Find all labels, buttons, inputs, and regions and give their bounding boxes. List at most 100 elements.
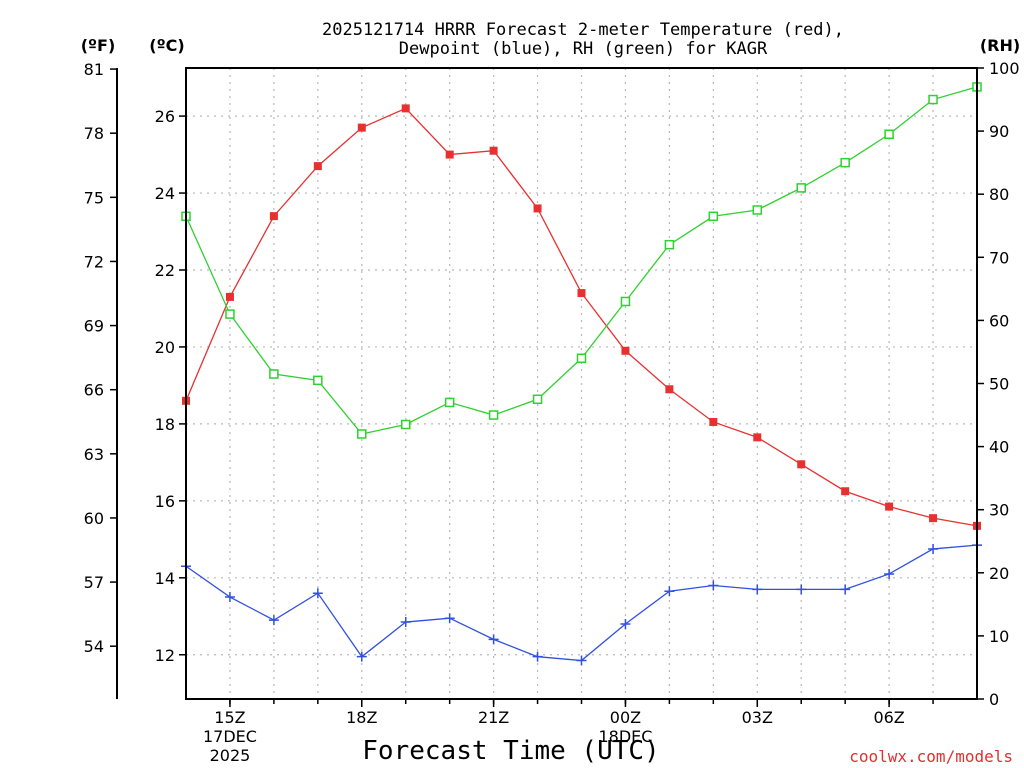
rh-point <box>225 309 235 319</box>
x-axis-label: Forecast Time (UTC) <box>362 736 659 766</box>
x-tick-year-label: 2025 <box>210 746 251 765</box>
rh-tick-label: 100 <box>989 59 1020 78</box>
2-meter-temperature-point <box>709 417 718 426</box>
x-tick-label: 18Z <box>346 708 377 727</box>
2-meter-temperature-point <box>225 292 234 301</box>
celsius-tick-label: 22 <box>155 261 175 280</box>
chart-title-line2: Dewpoint (blue), RH (green) for KAGR <box>399 39 768 59</box>
celsius-unit-label: (ºC) <box>149 36 184 55</box>
fahrenheit-tick-label: 78 <box>84 124 104 143</box>
fahrenheit-tick-label: 57 <box>84 573 104 592</box>
x-tick-label: 03Z <box>742 708 773 727</box>
x-tick-label: 00Z <box>610 708 641 727</box>
chart-title-line1: 2025121714 HRRR Forecast 2-meter Tempera… <box>322 20 844 40</box>
2-meter-temperature-point <box>753 433 762 442</box>
dewpoint-point <box>884 568 895 579</box>
rh-point <box>444 397 455 408</box>
dewpoint-point <box>488 634 499 645</box>
rh-tick-label: 20 <box>989 564 1009 583</box>
dewpoint-point <box>796 584 807 595</box>
2-meter-temperature-point <box>313 162 322 171</box>
fahrenheit-tick-label: 81 <box>84 60 104 79</box>
x-tick-date-label: 17DEC <box>203 727 257 746</box>
rh-point <box>269 369 279 379</box>
dewpoint-point <box>356 651 367 662</box>
rh-tick-label: 70 <box>989 248 1009 267</box>
2-meter-temperature-line <box>185 107 978 527</box>
2-meter-temperature-point <box>269 212 278 221</box>
rh-unit-label: (RH) <box>980 36 1020 55</box>
dewpoint-point <box>400 617 411 628</box>
dewpoint-point <box>532 651 543 662</box>
celsius-tick-label: 18 <box>155 415 175 434</box>
rh-point <box>357 429 367 439</box>
celsius-tick-label: 26 <box>155 107 175 126</box>
fahrenheit-tick-label: 75 <box>84 188 104 207</box>
rh-point <box>620 296 631 307</box>
2-meter-temperature-point <box>665 385 674 394</box>
fahrenheit-tick-label: 54 <box>84 637 104 656</box>
grid <box>186 68 977 699</box>
2-meter-temperature-point <box>797 460 806 469</box>
fahrenheit-tick-label: 72 <box>84 252 104 271</box>
rh-point <box>400 419 411 430</box>
2-meter-temperature-point <box>533 204 542 213</box>
dewpoint-point <box>312 588 323 599</box>
rh-point <box>532 394 543 405</box>
rh-tick-label: 50 <box>989 375 1009 394</box>
rh-point <box>313 375 323 386</box>
fahrenheit-unit-label: (ºF) <box>81 36 116 55</box>
celsius-tick-label: 16 <box>155 492 175 511</box>
dewpoint-point <box>840 584 851 595</box>
rh-tick-label: 30 <box>989 501 1009 520</box>
2-meter-temperature-point <box>489 146 498 155</box>
rh-point <box>796 183 806 193</box>
dewpoint-point <box>752 584 763 595</box>
rh-point <box>488 410 499 420</box>
rh-tick-label: 0 <box>989 690 999 709</box>
celsius-tick-label: 24 <box>155 184 175 203</box>
rh-tick-label: 40 <box>989 438 1009 457</box>
2-meter-temperature-point <box>841 487 850 496</box>
rh-point <box>752 205 763 215</box>
dewpoint-point <box>928 543 939 554</box>
celsius-tick-label: 14 <box>155 569 175 588</box>
dewpoint-point <box>708 580 719 591</box>
rh-point <box>840 157 850 168</box>
2-meter-temperature-point <box>577 289 586 298</box>
celsius-tick-label: 12 <box>155 646 175 665</box>
rh-tick-label: 10 <box>989 627 1009 646</box>
axes-layer: 8178757269666360575426242220181614121009… <box>84 59 1020 765</box>
2-meter-temperature-point <box>445 150 454 159</box>
rh-point <box>708 211 719 222</box>
rh-tick-label: 80 <box>989 185 1009 204</box>
x-tick-label: 15Z <box>214 708 245 727</box>
rh-point <box>928 94 938 105</box>
x-tick-label: 06Z <box>873 708 904 727</box>
x-tick-label: 21Z <box>478 708 509 727</box>
fahrenheit-tick-label: 63 <box>84 445 104 464</box>
rh-tick-label: 90 <box>989 122 1009 141</box>
series-layer <box>181 82 982 666</box>
dewpoint-point <box>664 586 675 597</box>
rh-point <box>576 353 587 364</box>
2-meter-temperature-point <box>929 514 938 523</box>
2-meter-temperature-point <box>401 104 410 113</box>
dewpoint-point <box>444 613 455 624</box>
fahrenheit-tick-label: 69 <box>84 317 104 336</box>
rh-point <box>664 239 675 250</box>
2-meter-temperature-point <box>885 502 894 511</box>
fahrenheit-tick-label: 60 <box>84 509 104 528</box>
dewpoint-point <box>268 615 279 626</box>
credit-text: coolwx.com/models <box>849 747 1013 766</box>
rh-point <box>884 129 894 140</box>
dewpoint-point <box>224 592 235 603</box>
x-tick-date-label: 18DEC <box>598 727 652 746</box>
dewpoint-point <box>620 618 631 629</box>
dewpoint-point <box>576 655 587 666</box>
2-meter-temperature-point <box>621 346 630 355</box>
2-meter-temperature-point <box>357 123 366 132</box>
celsius-tick-label: 20 <box>155 338 175 357</box>
fahrenheit-tick-label: 66 <box>84 381 104 400</box>
